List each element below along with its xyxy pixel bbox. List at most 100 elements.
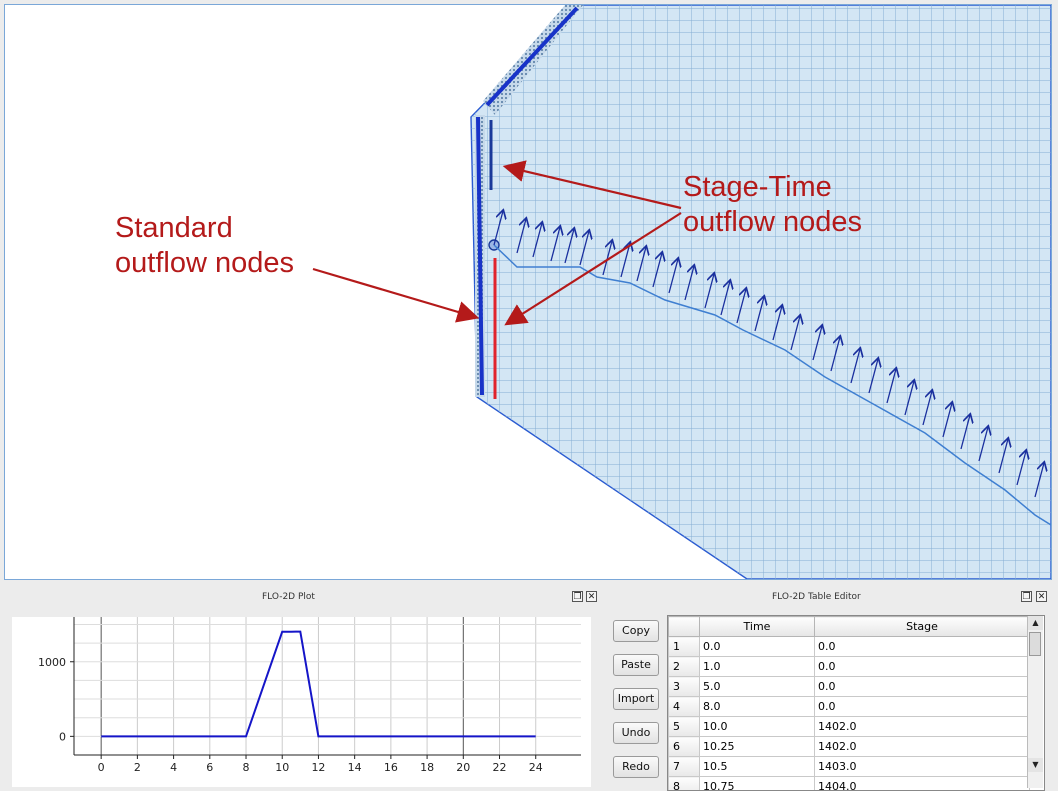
time-column-header[interactable]: Time	[699, 616, 815, 637]
scroll-up-icon[interactable]: ▲	[1028, 616, 1043, 630]
x-tick-label: 20	[456, 761, 470, 774]
x-tick-label: 16	[384, 761, 398, 774]
stage-cell[interactable]: 0.0	[814, 696, 1030, 717]
table-row[interactable]: 4 8.0 0.0	[668, 696, 1030, 717]
stage-cell[interactable]: 1402.0	[814, 736, 1030, 757]
flow-arrow	[564, 229, 574, 264]
x-tick-label: 14	[348, 761, 362, 774]
time-cell[interactable]: 0.0	[699, 636, 815, 657]
time-cell[interactable]: 10.0	[699, 716, 815, 737]
flow-arrow	[772, 306, 782, 341]
flow-arrow	[550, 227, 560, 262]
flow-arrow	[636, 247, 646, 282]
plot-dock-title: FLO-2D Plot	[262, 592, 315, 602]
standard-outflow-line	[476, 116, 484, 396]
stage-cell[interactable]: 1402.0	[814, 716, 1030, 737]
row-number[interactable]: 7	[668, 756, 700, 777]
stage-cell[interactable]: 0.0	[814, 656, 1030, 677]
x-tick-label: 4	[170, 761, 177, 774]
stage-cell[interactable]: 0.0	[814, 676, 1030, 697]
time-cell[interactable]: 1.0	[699, 656, 815, 677]
annotation-arrow	[504, 212, 682, 326]
table-row[interactable]: 3 5.0 0.0	[668, 676, 1030, 697]
row-number[interactable]: 1	[668, 636, 700, 657]
restore-icon[interactable]: ❐	[1021, 591, 1032, 602]
time-cell[interactable]: 10.25	[699, 736, 815, 757]
scroll-down-icon[interactable]: ▼	[1028, 758, 1043, 772]
flow-arrow	[904, 381, 914, 416]
close-icon[interactable]: ✕	[1036, 591, 1047, 602]
stage-cell[interactable]: 1403.0	[814, 756, 1030, 777]
flow-arrow	[684, 266, 694, 301]
series-line	[101, 630, 536, 738]
x-tick-label: 12	[311, 761, 325, 774]
x-tick-label: 18	[420, 761, 434, 774]
close-icon[interactable]: ✕	[586, 591, 597, 602]
time-cell[interactable]: 10.75	[699, 776, 815, 790]
flow-arrow	[886, 369, 896, 404]
y-tick-label: 0	[59, 730, 66, 743]
flow-arrow	[830, 337, 840, 372]
row-number[interactable]: 5	[668, 716, 700, 737]
flow-arrow	[978, 427, 988, 462]
table-row[interactable]: 1 0.0 0.0	[668, 636, 1030, 657]
corner-header[interactable]	[668, 616, 700, 637]
copy-button[interactable]: Copy	[613, 620, 659, 642]
x-tick-label: 10	[275, 761, 289, 774]
row-number[interactable]: 8	[668, 776, 700, 790]
plot-panel: 0 2 4 6 8 10 12 14 16 18 20 22 24 0 1000	[12, 617, 591, 787]
x-tick-label: 6	[206, 761, 213, 774]
row-number[interactable]: 2	[668, 656, 700, 677]
x-tick-label: 8	[243, 761, 250, 774]
flow-arrow	[922, 391, 932, 426]
table-row[interactable]: 6 10.25 1402.0	[668, 736, 1030, 757]
time-cell[interactable]: 5.0	[699, 676, 815, 697]
paste-button[interactable]: Paste	[613, 654, 659, 676]
table-editor[interactable]: Time Stage 1 0.0 0.0 2 1.0 0.0 3 5.0 0.0 4 8.0 0…	[667, 615, 1045, 791]
row-number[interactable]: 4	[668, 696, 700, 717]
flow-arrow	[850, 349, 860, 384]
import-button[interactable]: Import	[613, 688, 659, 710]
stage-cell[interactable]: 1404.0	[814, 776, 1030, 790]
flow-arrow	[1016, 451, 1026, 486]
annotation-arrow	[502, 160, 682, 210]
flow-arrow	[532, 223, 542, 258]
map-canvas[interactable]: Stage-Time outflow nodes Standard outflo…	[4, 4, 1052, 580]
stage-cell[interactable]: 0.0	[814, 636, 1030, 657]
time-cell[interactable]: 10.5	[699, 756, 815, 777]
flow-arrow	[998, 439, 1008, 474]
flow-arrow	[736, 289, 746, 324]
flow-arrow	[1034, 463, 1044, 498]
row-number[interactable]: 3	[668, 676, 700, 697]
flow-arrow	[652, 253, 662, 288]
flow-arrow	[516, 219, 526, 254]
table-row[interactable]: 2 1.0 0.0	[668, 656, 1030, 677]
table-row[interactable]: 8 10.75 1404.0	[668, 776, 1030, 790]
undo-button[interactable]: Undo	[613, 722, 659, 744]
flow-arrow	[579, 231, 589, 266]
flow-arrow	[493, 211, 503, 246]
standard-annotation: Standard outflow nodes	[115, 212, 294, 279]
y-tick-label: 1000	[38, 656, 66, 669]
flow-arrow	[620, 243, 630, 278]
stage-column-header[interactable]: Stage	[814, 616, 1030, 637]
restore-icon[interactable]: ❐	[572, 591, 583, 602]
flow-arrow	[668, 259, 678, 294]
flow-arrow	[602, 241, 612, 276]
table-row[interactable]: 7 10.5 1403.0	[668, 756, 1030, 777]
flow-arrow	[812, 326, 822, 361]
flow-arrow	[942, 403, 952, 438]
table-dock-title: FLO-2D Table Editor	[772, 592, 861, 602]
x-tick-label: 22	[493, 761, 507, 774]
table-row[interactable]: 5 10.0 1402.0	[668, 716, 1030, 737]
time-cell[interactable]: 8.0	[699, 696, 815, 717]
redo-button[interactable]: Redo	[613, 756, 659, 778]
table-scrollbar[interactable]: ▲ ▼	[1027, 616, 1043, 788]
flow-arrows	[493, 211, 1044, 498]
scroll-thumb[interactable]	[1029, 632, 1041, 656]
x-tick-label: 24	[529, 761, 543, 774]
grid-map[interactable]	[5, 5, 1051, 579]
row-number[interactable]: 6	[668, 736, 700, 757]
flow-arrow	[790, 316, 800, 351]
